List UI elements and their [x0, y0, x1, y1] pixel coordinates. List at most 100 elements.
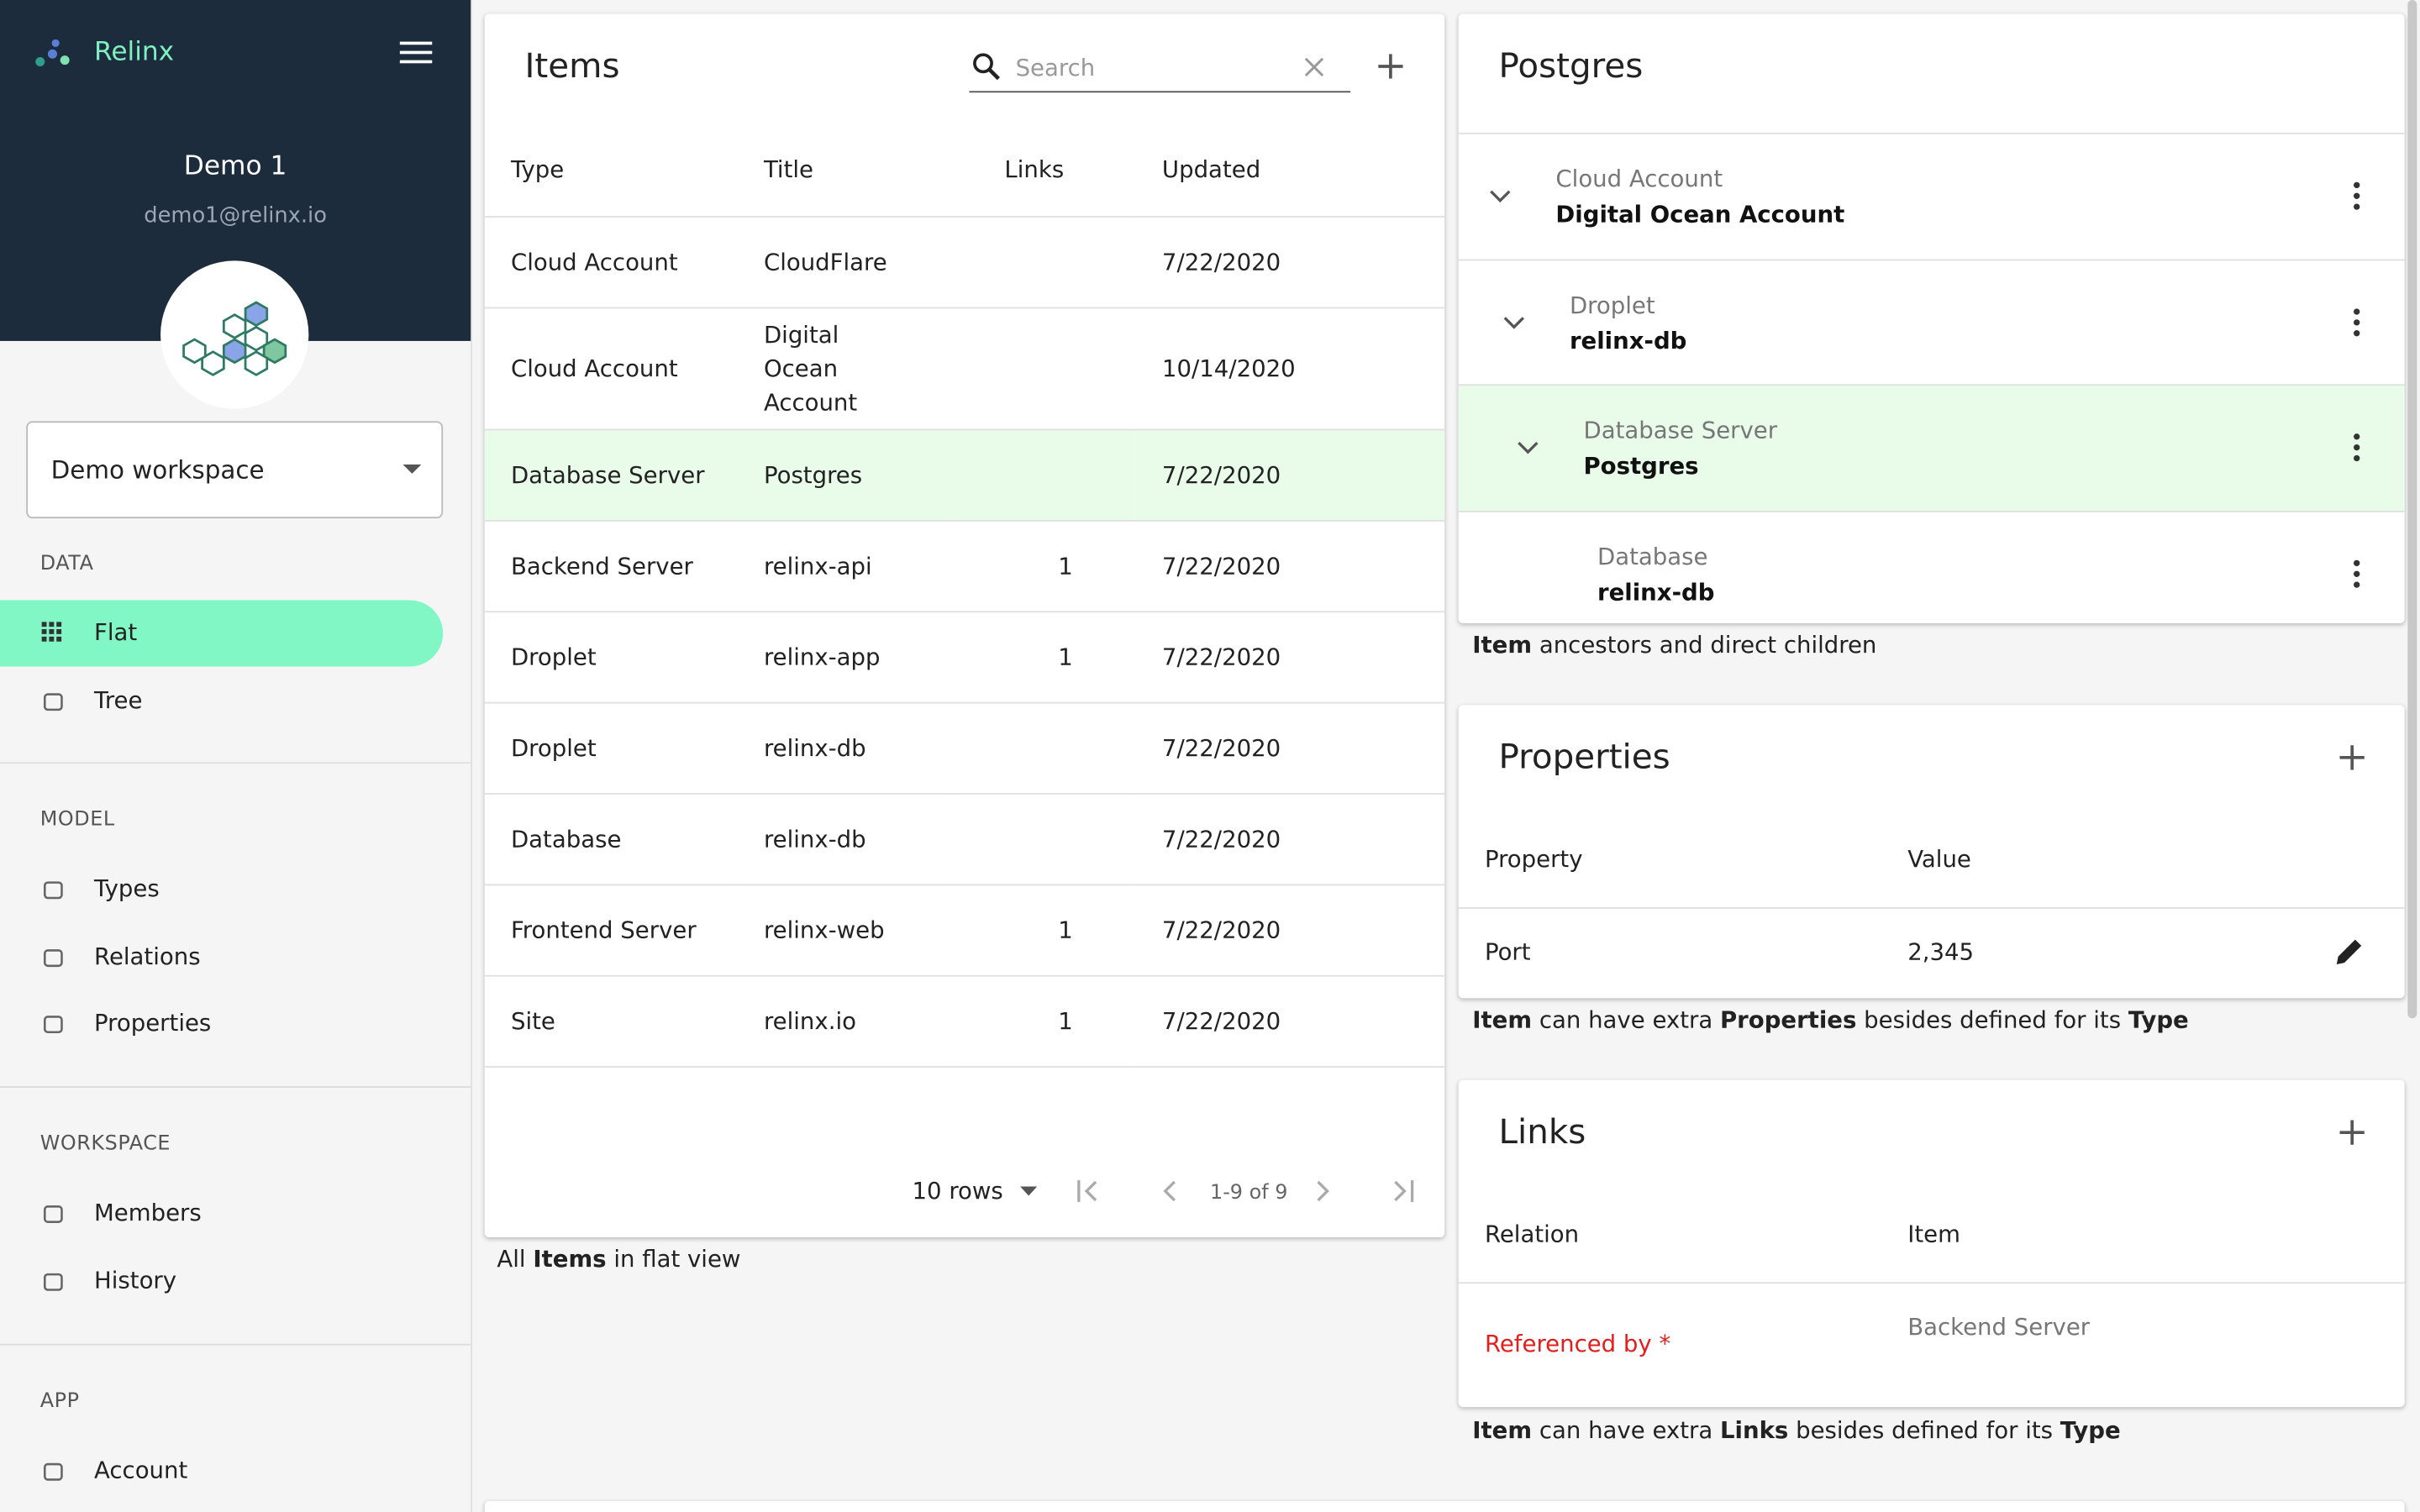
clear-button[interactable] — [1304, 57, 1324, 77]
nav-section-label: WORKSPACE — [39, 1132, 171, 1156]
logo — [35, 39, 70, 66]
pager-icons — [1077, 1180, 1414, 1202]
cell: relinx-db — [763, 733, 866, 762]
add-property-button[interactable] — [2339, 745, 2365, 770]
add-item-button[interactable] — [1378, 54, 1403, 79]
nav-item[interactable]: Tree — [0, 667, 443, 733]
caption-part: Type — [2060, 1416, 2121, 1445]
expand-icon — [1490, 190, 1511, 203]
nav-item[interactable]: Members — [0, 1180, 443, 1247]
item-row[interactable]: Backend Server relinx-api 1 7/22/2020 — [484, 520, 1445, 612]
tree-node[interactable]: Database Server Postgres — [1458, 385, 2405, 513]
nav-label: Properties — [94, 1009, 212, 1037]
nav-label: Account — [94, 1456, 188, 1484]
cell: 7/22/2020 — [1161, 460, 1281, 489]
item-row[interactable]: Cloud Account CloudFlare 7/22/2020 — [484, 216, 1445, 307]
nav-label: Members — [94, 1199, 202, 1227]
item-row[interactable]: Droplet relinx-app 1 7/22/2020 — [484, 611, 1445, 702]
cell: 7/22/2020 — [1161, 247, 1281, 276]
search-field[interactable]: Search — [969, 42, 1351, 93]
cell: 10/14/2020 — [1161, 354, 1296, 382]
cell: 7/22/2020 — [1161, 916, 1281, 944]
item-row[interactable]: Droplet relinx-db 7/22/2020 — [484, 702, 1445, 794]
nav-item[interactable]: Properties — [0, 990, 443, 1057]
item-row[interactable]: Database Server Postgres 7/22/2020 — [484, 428, 1445, 520]
cell — [949, 793, 1135, 884]
items-table: Type Title Links Updated Cloud Account CloudF… — [484, 123, 1445, 1067]
cell: Backend Server — [510, 551, 693, 580]
node-menu[interactable] — [2354, 433, 2360, 467]
nav-item[interactable]: History — [0, 1247, 443, 1314]
nav-label: Tree — [94, 685, 143, 714]
cell: relinx.io — [763, 1006, 856, 1035]
nav-label: Flat — [94, 618, 138, 647]
tree-node[interactable]: Cloud Account Digital Ocean Account — [1458, 132, 2405, 260]
cell: 1 — [1058, 1006, 1073, 1035]
tree-node[interactable]: Droplet relinx-db — [1458, 258, 2405, 386]
cell: Postgres — [763, 460, 863, 489]
item-row[interactable]: Cloud Account Digital Ocean Account 10/14/… — [484, 307, 1445, 429]
nav-item[interactable]: Relations — [0, 923, 443, 990]
item-row[interactable]: Site relinx.io 1 7/22/2020 — [484, 975, 1445, 1067]
nav-item[interactable]: Types — [0, 856, 443, 922]
node-menu[interactable] — [2354, 307, 2360, 341]
workspace-select[interactable]: Demo workspace — [26, 421, 444, 519]
cell: 7/22/2020 — [1161, 1006, 1281, 1035]
cell — [949, 307, 1135, 429]
dot — [2354, 203, 2360, 210]
cell: Droplet — [510, 733, 597, 762]
node-title: Postgres — [1583, 452, 1699, 480]
cell: Database Server — [510, 460, 705, 489]
nav-icon — [43, 1205, 63, 1223]
cell: Cloud Account — [510, 354, 678, 382]
menu-button[interactable] — [399, 40, 434, 65]
nav-section-label: MODEL — [39, 808, 115, 832]
item-row[interactable]: Database relinx-db 7/22/2020 — [484, 793, 1445, 885]
nav-icon — [43, 1016, 63, 1034]
header-row: Type Title Links Updated — [484, 123, 1445, 217]
sidebar: Relinx Demo 1 demo1@relinx.io Demo works… — [0, 0, 473, 1512]
links-card: Links Relation Item Referenced by * Backend… — [1458, 1079, 2405, 1408]
rows-arrow — [1020, 1186, 1038, 1196]
cell: Referenced by * — [1484, 1330, 1671, 1358]
node-menu[interactable] — [2354, 181, 2360, 215]
dot — [2354, 444, 2360, 452]
rows-per-page[interactable]: 10 rows — [912, 1177, 1003, 1205]
cell: Droplet — [510, 643, 597, 671]
add-link-button[interactable] — [2339, 1120, 2365, 1145]
cell: Digital Ocean Account — [763, 320, 858, 417]
column-header: Item — [1907, 1220, 1960, 1248]
search-placeholder: Search — [1015, 54, 1096, 82]
nav-section-label: DATA — [39, 552, 94, 576]
bottom-card — [484, 1501, 2405, 1512]
user-name: Demo 1 — [183, 151, 287, 182]
table: Type Title Links Updated Cloud Account CloudF… — [484, 123, 1445, 1067]
nav-item[interactable]: Flat — [0, 600, 444, 667]
dot — [2354, 455, 2360, 462]
dot — [2354, 192, 2360, 199]
cell: CloudFlare — [763, 247, 887, 276]
cell: Database — [510, 824, 622, 853]
tree-node[interactable]: Database relinx-db — [1458, 511, 2405, 638]
cell: 1 — [1058, 643, 1073, 671]
expand-icon — [1518, 442, 1539, 455]
items-card: Items Search Type Title Links Updated Cloud … — [484, 13, 1445, 1238]
item-row[interactable]: Frontend Server relinx-web 1 7/22/2020 — [484, 884, 1445, 975]
tree-caption: Item ancestors and direct children — [1472, 631, 1876, 659]
tree-card: Postgres Cloud Account Digital Ocean Acco… — [1458, 13, 2405, 624]
dropdown-arrow — [402, 464, 422, 474]
cell: 1 — [1058, 916, 1073, 944]
node-title: Digital Ocean Account — [1555, 200, 1845, 228]
column-header: Updated — [1161, 155, 1261, 184]
avatar-icon — [182, 301, 287, 376]
caption-part: can have extra — [1532, 1416, 1720, 1445]
cell — [949, 702, 1135, 793]
caption-part: Properties — [1719, 1005, 1857, 1034]
nav-item[interactable]: Account — [0, 1438, 443, 1504]
edit-button[interactable] — [2333, 937, 2365, 968]
node-menu[interactable] — [2354, 559, 2360, 593]
cell: 7/22/2020 — [1161, 551, 1281, 580]
caption-part: Item — [1472, 1416, 1533, 1445]
caption-part: Item — [1472, 1005, 1533, 1034]
